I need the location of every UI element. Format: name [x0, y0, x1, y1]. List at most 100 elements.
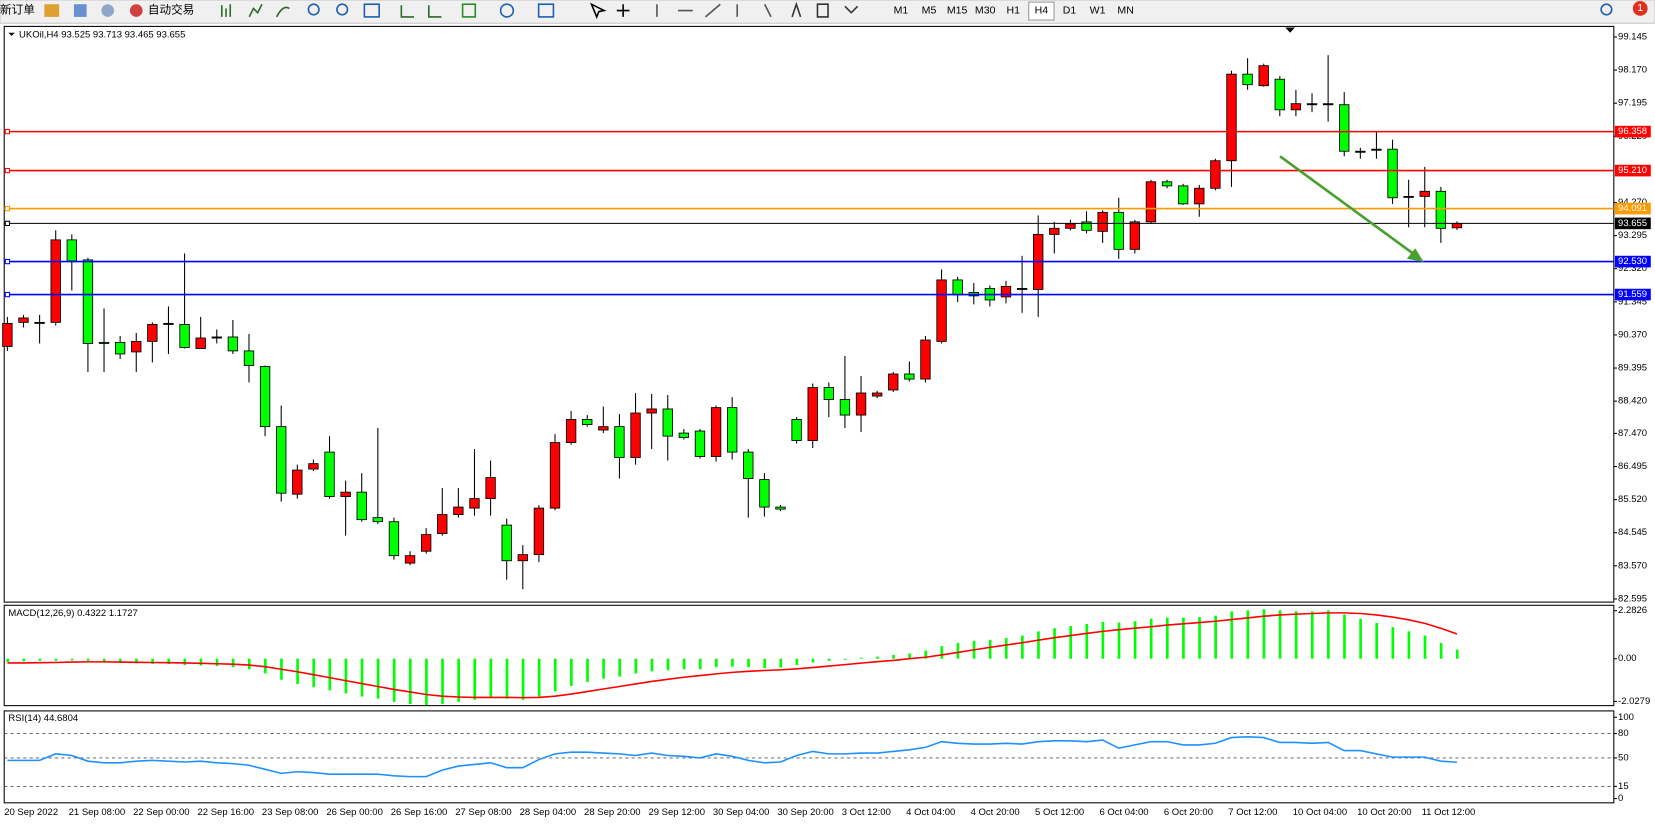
histogram-bar — [231, 658, 235, 668]
icon[interactable] — [276, 6, 290, 18]
x-tick-label: 28 Sep 04:00 — [520, 807, 577, 818]
histogram-bar — [473, 658, 477, 700]
cursor-tool[interactable] — [589, 2, 607, 19]
histogram-bar — [1037, 631, 1040, 659]
timeframe-button[interactable]: MN — [1117, 4, 1133, 16]
draw-tools[interactable] — [791, 1, 859, 18]
candle-body — [582, 419, 593, 426]
candle-body — [324, 451, 335, 497]
icon[interactable] — [428, 5, 442, 18]
histogram-bar — [1343, 614, 1346, 659]
icon[interactable] — [101, 4, 115, 17]
histogram-bar — [747, 658, 750, 668]
histogram-bar — [1455, 649, 1459, 659]
draw-tools[interactable] — [656, 3, 772, 18]
candle-body — [179, 323, 190, 348]
candle-body — [1258, 65, 1269, 87]
timeframe-button[interactable]: D1 — [1063, 4, 1077, 16]
timeframe-button[interactable]: M15 — [947, 4, 968, 16]
candle-body — [437, 514, 448, 535]
macd-frame — [3, 604, 1615, 707]
candle-body — [292, 469, 303, 495]
candle-body — [340, 491, 351, 497]
x-tick-label: 30 Sep 04:00 — [713, 807, 770, 818]
x-tick-label: 21 Sep 08:00 — [69, 807, 126, 818]
notification-badge[interactable] — [1632, 1, 1648, 16]
signal-line — [7, 612, 1458, 699]
histogram-bar — [1262, 609, 1266, 659]
icon[interactable] — [537, 3, 555, 18]
auto-trading[interactable]: 自动交易 — [148, 3, 194, 17]
auto-trading-icon[interactable] — [129, 4, 143, 17]
histogram-bar — [908, 653, 911, 659]
histogram-bar — [1085, 624, 1089, 659]
candle-body — [839, 399, 851, 416]
y-tick-label: 86.495 — [1618, 461, 1647, 472]
price-tag-label: 96.358 — [1618, 126, 1647, 137]
y-tick-label: 88.420 — [1618, 396, 1647, 407]
timeframe-button[interactable]: M1 — [894, 4, 909, 16]
candle-body — [1210, 160, 1221, 189]
candle-body — [1177, 185, 1189, 205]
main-title: UKOil,H4 93.525 93.713 93.465 93.655 — [19, 29, 185, 40]
y-tick-label: 2.2826 — [1618, 605, 1647, 616]
candle-body — [549, 442, 561, 509]
candle-body — [630, 412, 641, 458]
price-tag-label: 93.655 — [1618, 218, 1647, 229]
timeframe-button[interactable]: W1 — [1090, 4, 1106, 16]
timeframe-button[interactable]: M30 — [975, 4, 996, 16]
candle-body — [807, 387, 818, 441]
candle-body — [1435, 190, 1447, 229]
histogram-bar — [38, 658, 42, 661]
histogram-bar — [1230, 611, 1234, 659]
crosshair-tool[interactable] — [616, 4, 630, 17]
icon[interactable] — [461, 3, 477, 18]
timeframe-button[interactable]: H4 — [1035, 4, 1049, 16]
icon[interactable] — [44, 4, 60, 17]
x-tick-label: 4 Oct 04:00 — [906, 807, 955, 818]
histogram-bar — [1278, 610, 1282, 659]
candle-body — [1371, 148, 1382, 151]
histogram-bar — [779, 658, 783, 668]
histogram-bar — [167, 658, 171, 664]
candle-body — [727, 407, 738, 453]
icon[interactable] — [499, 3, 515, 18]
new-order[interactable]: 新订单 — [0, 3, 35, 17]
line-anchor — [4, 258, 11, 265]
icon[interactable] — [248, 3, 263, 18]
y-tick-label: 91.345 — [1618, 296, 1647, 307]
x-tick-label: 27 Sep 08:00 — [455, 807, 512, 818]
candle-body — [517, 554, 528, 562]
y-tick-label: 50 — [1618, 752, 1629, 763]
x-tick-label: 4 Oct 20:00 — [971, 807, 1020, 818]
icon[interactable] — [221, 4, 232, 17]
search-icon[interactable] — [1600, 3, 1613, 16]
candle-body — [50, 239, 61, 323]
price-tag — [1614, 288, 1651, 301]
histogram-bar — [1053, 628, 1056, 659]
y-tick-label: 98.170 — [1618, 65, 1647, 76]
icon[interactable] — [336, 3, 349, 16]
icon[interactable] — [73, 4, 87, 17]
candle-body — [243, 350, 255, 366]
timeframe-button[interactable]: H1 — [1007, 4, 1021, 16]
histogram-bar — [1391, 627, 1395, 659]
histogram-bar — [425, 658, 428, 706]
histogram-bar — [1359, 618, 1362, 659]
histogram-bar — [1246, 610, 1250, 659]
candle-body — [372, 517, 384, 523]
histogram-bar — [505, 658, 509, 699]
histogram-bar — [521, 658, 525, 700]
price-tag — [1614, 125, 1651, 138]
main-frame — [3, 25, 1615, 603]
y-tick-label: 94.270 — [1618, 197, 1647, 208]
timeframe-button[interactable]: M5 — [922, 4, 937, 16]
icon[interactable] — [307, 3, 320, 16]
histogram-bar — [1117, 622, 1121, 659]
candle-body — [82, 259, 94, 344]
icon[interactable] — [400, 5, 415, 18]
histogram-bar — [602, 658, 605, 679]
rsi-frame — [3, 710, 1615, 804]
icon[interactable] — [363, 3, 380, 18]
